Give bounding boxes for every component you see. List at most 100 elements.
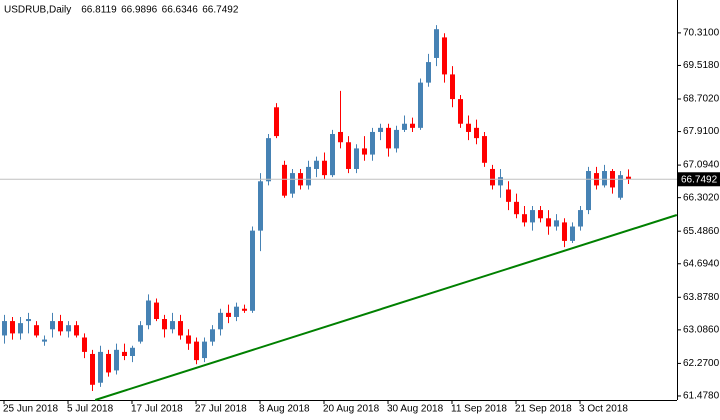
candle-body (466, 123, 471, 132)
candle-body (178, 321, 183, 336)
candle-body (74, 325, 79, 336)
candle-body (250, 230, 255, 311)
y-tick-label: 68.7020 (683, 94, 720, 105)
candle-body (330, 134, 335, 176)
candle-body (82, 337, 87, 352)
x-tick-label: 11 Sep 2018 (451, 404, 507, 415)
candle-body (450, 74, 455, 100)
candle-body (426, 62, 431, 83)
x-tick-label: 17 Jul 2018 (131, 404, 183, 415)
y-tick-label: 65.4860 (683, 226, 720, 237)
candle-body (258, 181, 263, 231)
candle-body (42, 339, 47, 342)
candle-body (146, 300, 151, 326)
candle-body (570, 226, 575, 241)
candle-body (290, 173, 295, 194)
high-value: 66.9896 (121, 5, 158, 16)
candle-body (562, 222, 567, 241)
candle-body (50, 321, 55, 330)
y-tick-label: 69.5180 (683, 60, 720, 71)
candle-body (242, 308, 247, 311)
candle-body (274, 107, 279, 137)
candle-body (626, 176, 631, 180)
candle-body (10, 321, 15, 334)
close-value: 66.7492 (202, 5, 239, 16)
y-tick-label: 63.8780 (683, 292, 720, 303)
candle-body (434, 29, 439, 58)
x-tick-label: 3 Oct 2018 (579, 404, 628, 415)
candle-body (266, 138, 271, 182)
candle-body (586, 171, 591, 211)
candle-body (402, 123, 407, 130)
candle-body (226, 312, 231, 317)
x-tick-label: 8 Aug 2018 (259, 404, 310, 415)
y-tick-label: 67.0940 (683, 160, 720, 171)
x-tick-label: 5 Jul 2018 (67, 404, 114, 415)
candle-body (234, 306, 239, 317)
y-tick-label: 67.9100 (683, 126, 720, 137)
candle-body (418, 82, 423, 128)
candle-body (546, 218, 551, 227)
candle-body (602, 171, 607, 186)
candle-body (210, 329, 215, 342)
candle-body (506, 189, 511, 202)
candle-body (386, 127, 391, 149)
candle-body (338, 131, 343, 143)
candle-body (514, 201, 519, 215)
symbol: USDRUB,Daily (4, 5, 71, 16)
candle-body (58, 321, 63, 332)
candle-body (394, 129, 399, 149)
candle-body (490, 168, 495, 186)
candle-body (218, 312, 223, 330)
candle-body (482, 136, 487, 163)
candle-body (34, 325, 39, 336)
candle-body (2, 321, 7, 336)
candle-body (122, 351, 127, 357)
candle-body (98, 351, 103, 383)
candle-body (530, 210, 535, 223)
candle-body (66, 325, 71, 332)
candle-body (410, 123, 415, 128)
y-tick-label: 61.4780 (683, 391, 720, 402)
candle-body (522, 214, 527, 223)
y-tick-label: 66.3020 (683, 192, 720, 203)
candle-body (138, 325, 143, 342)
candle-body (554, 220, 559, 227)
candle-body (282, 164, 287, 196)
y-tick-label: 63.0860 (683, 325, 720, 336)
open-value: 66.8119 (81, 5, 117, 16)
candle-body (26, 319, 31, 322)
header: USDRUB,Daily 66.8119 66.9896 66.6346 66.… (4, 5, 239, 16)
candle-body (498, 177, 503, 186)
y-tick-label: 62.2700 (683, 358, 720, 369)
candle-body (354, 148, 359, 169)
candle-body (194, 341, 199, 361)
candle-body (442, 37, 447, 75)
candle-body (314, 160, 319, 169)
x-tick-label: 21 Sep 2018 (515, 404, 572, 415)
candle-body (346, 142, 351, 169)
candle-body (186, 335, 191, 344)
candle-body (322, 160, 327, 176)
candle-body (170, 321, 175, 330)
candle-body (130, 347, 135, 357)
current-price-label: 66.7492 (681, 174, 718, 185)
candle-body (18, 323, 23, 334)
candle-body (362, 148, 367, 155)
candle-body (578, 210, 583, 227)
candle-body (114, 349, 119, 371)
candle-body (458, 99, 463, 124)
x-tick-label: 30 Aug 2018 (387, 404, 444, 415)
candle-body (154, 302, 159, 320)
y-tick-label: 64.6940 (683, 258, 720, 269)
candle-body (538, 210, 543, 219)
trendline (94, 214, 678, 401)
y-tick-label: 70.3100 (683, 28, 720, 39)
x-tick-label: 20 Aug 2018 (323, 404, 380, 415)
candle-body (378, 127, 383, 132)
x-tick-label: 25 Jun 2018 (3, 404, 58, 415)
current-price-box (678, 172, 720, 187)
candle-body (474, 127, 479, 139)
